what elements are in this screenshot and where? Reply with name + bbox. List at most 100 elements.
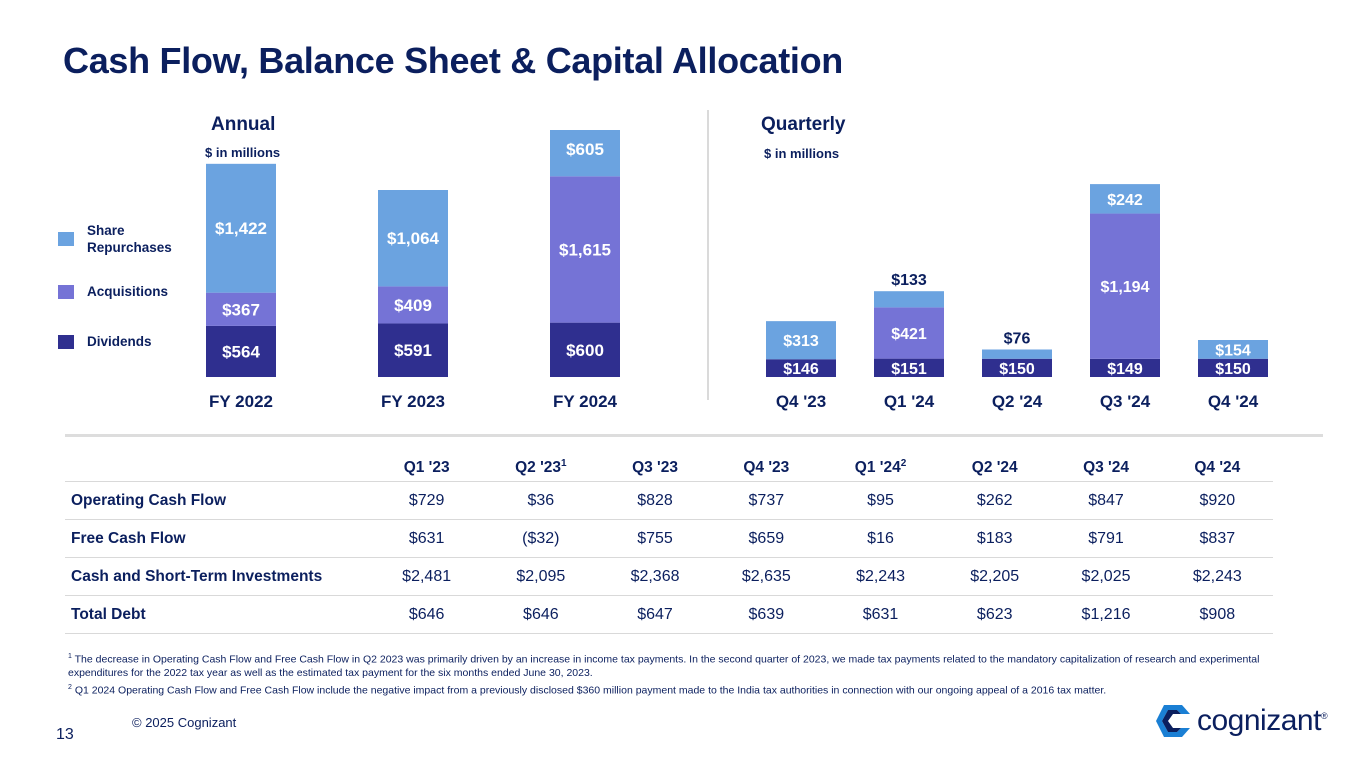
- row-label: Cash and Short-Term Investments: [65, 557, 371, 596]
- table-cell-q3-23: $828: [599, 481, 711, 520]
- legend-label-dividends: Dividends: [87, 334, 152, 349]
- table-header-q1-24: Q1 '242: [821, 455, 940, 482]
- table-cell-q1-24: $2,243: [821, 557, 940, 596]
- table-cell-q2-23: $36: [482, 481, 600, 520]
- table-cell-q1-24: $16: [821, 519, 940, 558]
- table-cell-q4-24: $908: [1161, 595, 1273, 634]
- bar-dividends-q4-24: [1198, 358, 1268, 377]
- table-header-q3-23: Q3 '23: [599, 455, 711, 482]
- data-label-share-repurchases-q4-24: $154: [1215, 342, 1251, 359]
- bar-share-repurchases-q4-24: [1198, 340, 1268, 359]
- table-cell-q4-23: $639: [710, 595, 822, 634]
- bar-dividends-q4-23: [766, 359, 836, 377]
- table-cell-q3-24: $847: [1050, 481, 1162, 520]
- legend-swatch-share-repurchases: [58, 232, 74, 246]
- table-cell-q1-24: $95: [821, 481, 940, 520]
- table-cell-q1-24: $631: [821, 595, 940, 634]
- data-label-share-repurchases-fy-2022: $1,422: [215, 219, 267, 238]
- table-cell-q1-23: $646: [371, 595, 483, 634]
- data-label-acquisitions-fy-2023: $409: [394, 296, 432, 315]
- table-header-q3-24: Q3 '24: [1050, 455, 1162, 482]
- table-cell-q4-24: $920: [1161, 481, 1273, 520]
- data-label-dividends-fy-2024: $600: [566, 341, 604, 360]
- footnotes: 1 The decrease in Operating Cash Flow an…: [68, 650, 1318, 698]
- annual-chart: $564 $367 $1,422 FY 2022 $591 $409 $1,064 FY 20…: [206, 130, 620, 411]
- data-label-share-repurchases-q3-24: $242: [1107, 192, 1143, 209]
- data-label-acquisitions-q1-24: $421: [891, 326, 927, 343]
- table-cell-q3-23: $2,368: [599, 557, 711, 596]
- section-divider: [65, 434, 1323, 437]
- data-label-acquisitions-fy-2022: $367: [222, 300, 260, 319]
- logo-wordmark: cognizant: [1197, 704, 1321, 737]
- data-label-acquisitions-fy-2024: $1,615: [559, 240, 611, 259]
- category-label-q1-24: Q1 '24: [884, 392, 935, 411]
- bar-share-repurchases-q1-24: [874, 291, 944, 308]
- data-label-dividends-q4-24: $150: [1215, 361, 1251, 378]
- data-label-share-repurchases-fy-2023: $1,064: [387, 229, 440, 248]
- table-header-q2-24: Q2 '24: [939, 455, 1051, 482]
- annual-chart-title: Annual: [211, 114, 276, 135]
- row-label: Free Cash Flow: [65, 519, 371, 558]
- cognizant-logo-text: cognizant®: [1197, 704, 1328, 738]
- bar-share-repurchases-q4-23: [766, 321, 836, 360]
- bar-acquisitions-fy-2022: [206, 292, 276, 326]
- footnote-2: 2 Q1 2024 Operating Cash Flow and Free C…: [68, 681, 1318, 698]
- bar-dividends-q2-24: [982, 358, 1052, 377]
- bar-dividends-q1-24: [874, 358, 944, 377]
- copyright: © 2025 Cognizant: [132, 715, 237, 730]
- table-row-cash-and-short-term-investments: Cash and Short-Term Investments $2,481 $2,…: [65, 557, 1273, 596]
- data-label-share-repurchases-q4-23: $313: [783, 333, 819, 350]
- bar-share-repurchases-fy-2022: [206, 163, 276, 293]
- financial-table: Q1 '23 Q2 '231 Q3 '23 Q4 '23 Q1 '242 Q2 '24 Q3…: [65, 455, 1273, 634]
- table-row-free-cash-flow: Free Cash Flow $631 ($32) $755 $659 $16 $183 $7…: [65, 519, 1273, 558]
- data-label-dividends-fy-2022: $564: [222, 342, 260, 361]
- bar-share-repurchases-q3-24: [1090, 184, 1160, 214]
- bar-acquisitions-fy-2023: [378, 286, 448, 324]
- bar-acquisitions-fy-2024: [550, 176, 620, 323]
- table-header-q4-23: Q4 '23: [710, 455, 822, 482]
- table-cell-q1-23: $631: [371, 519, 483, 558]
- bar-share-repurchases-q2-24: [982, 349, 1052, 359]
- table-cell-q1-23: $2,481: [371, 557, 483, 596]
- table-cell-q4-24: $2,243: [1161, 557, 1273, 596]
- data-label-dividends-q1-24: $151: [891, 361, 927, 378]
- chart-divider: [707, 110, 709, 400]
- page-number: 13: [56, 726, 74, 743]
- table-cell-q4-23: $659: [710, 519, 822, 558]
- legend-label-acquisitions: Acquisitions: [87, 284, 169, 299]
- legend-swatch-acquisitions: [58, 284, 74, 299]
- data-label-dividends-q3-24: $149: [1107, 361, 1143, 378]
- table-cell-q2-24: $2,205: [939, 557, 1051, 596]
- table-cell-q2-24: $183: [939, 519, 1051, 558]
- legend-swatch-dividends: [58, 334, 74, 349]
- footnote-1-text: The decrease in Operating Cash Flow and …: [68, 653, 1260, 680]
- footnote-1: 1 The decrease in Operating Cash Flow an…: [68, 650, 1318, 681]
- table-row-total-debt: Total Debt $646 $646 $647 $639 $631 $623 $1,216…: [65, 595, 1273, 634]
- category-label-fy-2024: FY 2024: [553, 392, 618, 411]
- table-header-q1-23: Q1 '23: [371, 455, 483, 482]
- quarterly-chart: $146 $313 Q4 '23 $151 $421 $133 Q1 '24 $150 $76 Q…: [766, 184, 1268, 411]
- category-label-fy-2022: FY 2022: [209, 392, 273, 411]
- bar-dividends-q3-24: [1090, 358, 1160, 377]
- table-cell-q4-23: $737: [710, 481, 822, 520]
- footnote-2-mark: 2: [68, 683, 72, 691]
- category-label-q3-24: Q3 '24: [1100, 392, 1151, 411]
- data-label-dividends-q2-24: $150: [999, 361, 1035, 378]
- bar-share-repurchases-fy-2023: [378, 190, 448, 287]
- table-cell-q2-24: $262: [939, 481, 1051, 520]
- quarterly-chart-title: Quarterly: [761, 114, 846, 135]
- legend-item-dividends: Dividends: [58, 333, 198, 350]
- data-label-dividends-fy-2023: $591: [394, 341, 432, 360]
- bar-dividends-fy-2023: [378, 323, 448, 377]
- data-label-share-repurchases-fy-2024: $605: [566, 140, 604, 159]
- table-header-q4-24: Q4 '24: [1161, 455, 1273, 482]
- table-header-blank: [65, 455, 371, 482]
- data-label-share-repurchases-q1-24: $133: [891, 272, 927, 289]
- bar-share-repurchases-fy-2024: [550, 130, 620, 177]
- table-cell-q3-24: $2,025: [1050, 557, 1162, 596]
- table-header-row: Q1 '23 Q2 '231 Q3 '23 Q4 '23 Q1 '242 Q2 '24 Q3…: [65, 455, 1273, 482]
- row-label: Total Debt: [65, 595, 371, 634]
- row-label: Operating Cash Flow: [65, 481, 371, 520]
- table-cell-q3-24: $1,216: [1050, 595, 1162, 634]
- table-cell-q4-24: $837: [1161, 519, 1273, 558]
